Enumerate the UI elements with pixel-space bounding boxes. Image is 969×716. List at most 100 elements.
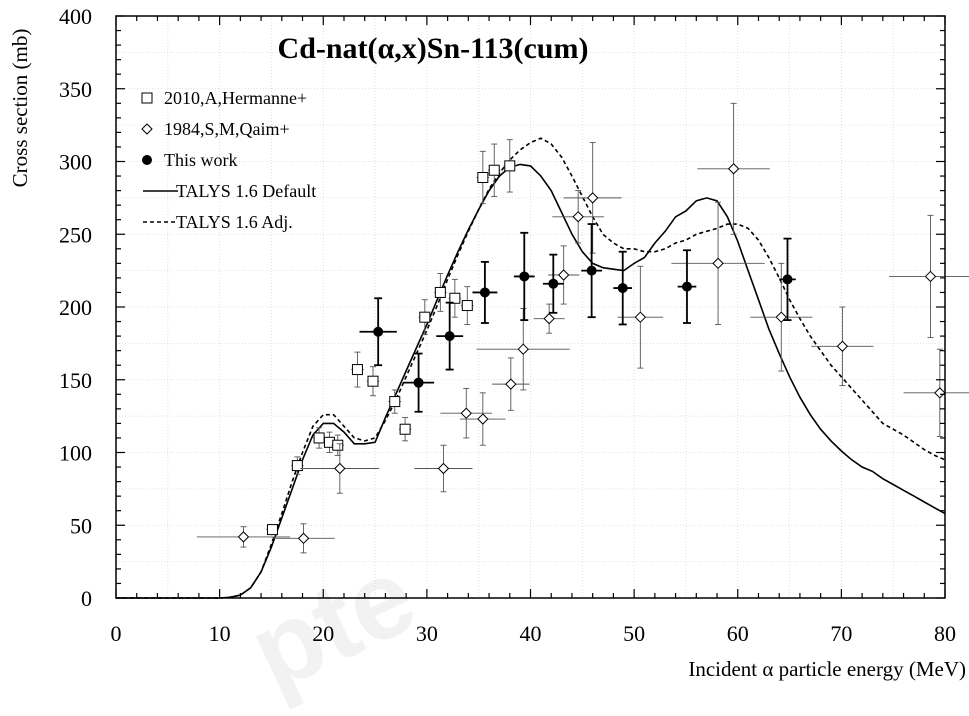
- data-point: [476, 150, 490, 205]
- data-point: [581, 223, 603, 319]
- x-tick-label: 70: [830, 621, 852, 646]
- data-point: [291, 456, 304, 475]
- marker-square: [461, 300, 473, 312]
- legend-item: TALYS 1.6 Adj.: [143, 212, 293, 232]
- y-tick-label: 50: [70, 513, 92, 538]
- marker-square: [367, 375, 379, 387]
- y-tick-label: 250: [59, 222, 92, 247]
- legend-item: This work: [142, 150, 238, 170]
- x-tick-label: 30: [416, 621, 438, 646]
- data-point: [552, 190, 605, 244]
- data-point: [398, 417, 412, 442]
- marker-square: [399, 423, 411, 435]
- y-axis-title: Cross section (mb): [8, 29, 32, 188]
- marker-diamond: [586, 192, 599, 204]
- marker-diamond: [924, 270, 937, 283]
- data-point: [448, 278, 462, 318]
- marker-diamond: [775, 311, 787, 323]
- marker-diamond: [141, 123, 153, 135]
- marker-diamond: [634, 311, 647, 323]
- cross-section-chart: 0 10 20 30 40 50 60 70 80 0 50 100 150 200 250 300 350 4…: [8, 4, 969, 681]
- data-point: [889, 214, 969, 339]
- marker-filled-circle: [142, 155, 152, 165]
- data-point: [266, 524, 279, 536]
- marker-diamond: [297, 532, 310, 545]
- legend-label: 1984,S,M,Qaim+: [164, 119, 290, 139]
- marker-square: [477, 172, 489, 184]
- axis-ticks: [115, 15, 946, 599]
- marker-filled-circle: [782, 274, 793, 285]
- marker-diamond: [437, 462, 450, 475]
- data-point: [503, 139, 516, 193]
- x-tick-label: 80: [934, 621, 956, 646]
- marker-diamond: [334, 462, 346, 475]
- marker-diamond: [460, 407, 472, 419]
- data-point: [351, 351, 364, 388]
- data-point: [903, 348, 969, 437]
- data-point: [414, 444, 473, 493]
- marker-square: [351, 364, 363, 376]
- data-point: [677, 249, 697, 324]
- marker-diamond: [934, 387, 946, 399]
- legend-item: 2010,A,Hermanne+: [141, 88, 307, 108]
- data-point: [440, 388, 493, 439]
- marker-square: [141, 92, 153, 104]
- x-tick-label: 20: [312, 621, 334, 646]
- marker-square: [291, 460, 303, 472]
- marker-diamond: [543, 312, 555, 325]
- data-point: [331, 434, 344, 456]
- x-axis-title: Incident α particle energy (MeV): [688, 657, 966, 681]
- data-point: [388, 389, 401, 414]
- data-point: [563, 142, 622, 254]
- marker-square: [488, 164, 500, 176]
- legend-item: TALYS 1.6 Default: [143, 181, 316, 201]
- data-point: [542, 253, 564, 314]
- data-point: [434, 273, 447, 312]
- x-tick-label: 50: [623, 621, 645, 646]
- data-point: [671, 201, 765, 325]
- legend-item: 1984,S,M,Qaim+: [141, 119, 290, 139]
- data-point: [472, 260, 498, 324]
- legend-label: TALYS 1.6 Default: [176, 181, 316, 201]
- data-point: [697, 102, 770, 235]
- marker-square: [434, 286, 446, 298]
- legend-label: TALYS 1.6 Adj.: [176, 212, 293, 232]
- grid: [116, 16, 945, 598]
- data-point: [811, 306, 874, 387]
- y-tick-label: 150: [59, 368, 92, 393]
- marker-filled-circle: [479, 287, 490, 298]
- data-point: [488, 143, 501, 197]
- marker-square: [449, 292, 461, 304]
- marker-filled-circle: [548, 278, 559, 289]
- data-point: [750, 262, 813, 372]
- marker-square: [389, 396, 401, 408]
- marker-diamond: [477, 413, 489, 425]
- data-point: [492, 357, 530, 411]
- data-point: [617, 265, 664, 369]
- marker-diamond: [727, 163, 740, 175]
- marker-filled-circle: [617, 283, 628, 294]
- marker-filled-circle: [413, 377, 424, 388]
- data-point: [436, 301, 464, 371]
- legend-label: This work: [164, 150, 238, 170]
- data-point: [403, 352, 435, 413]
- marker-filled-circle: [373, 326, 384, 337]
- x-tick-label: 10: [209, 621, 231, 646]
- data-point: [460, 392, 506, 446]
- marker-filled-circle: [586, 265, 597, 276]
- legend: 2010,A,Hermanne+ 1984,S,M,Qaim+ This work T…: [141, 88, 316, 232]
- x-tick-label: 60: [727, 621, 749, 646]
- marker-diamond: [557, 269, 570, 281]
- data-point: [476, 308, 570, 391]
- marker-diamond: [505, 378, 517, 390]
- y-tick-label: 400: [59, 4, 92, 29]
- y-tick-labels: 0 50 100 150 200 250 300 350 400: [59, 4, 92, 611]
- data-point: [196, 526, 291, 548]
- y-tick-label: 200: [59, 295, 92, 320]
- data-point: [779, 237, 796, 321]
- data-point: [359, 297, 397, 367]
- marker-square: [419, 311, 431, 323]
- y-tick-label: 350: [59, 77, 92, 102]
- marker-filled-circle: [681, 281, 692, 292]
- y-tick-label: 0: [81, 586, 92, 611]
